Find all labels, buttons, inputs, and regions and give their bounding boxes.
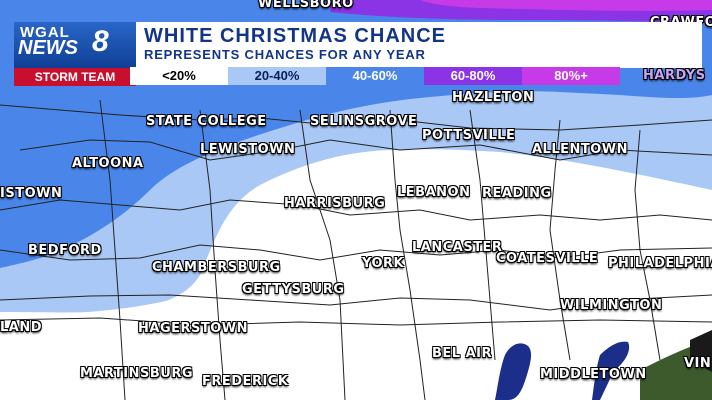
city-label-state-college: STATE COLLEGE xyxy=(146,114,267,129)
city-label-allentown: ALLENTOWN xyxy=(532,142,629,157)
legend-swatch-0: <20% xyxy=(130,67,228,85)
page-subtitle: REPRESENTS CHANCES FOR ANY YEAR xyxy=(144,47,426,62)
title-banner: WGAL NEWS 8 STORM TEAM WHITE CHRISTMAS C… xyxy=(0,22,712,88)
city-label-york: YORK xyxy=(362,256,405,271)
city-label-philadelphia: PHILADELPHIA xyxy=(608,256,712,271)
city-label-hardys: HARDYS xyxy=(643,68,706,83)
legend: <20% 20-40% 40-60% 60-80% 80%+ xyxy=(130,67,620,85)
zone-80-plus xyxy=(420,0,712,11)
city-label-middletown: MIDDLETOWN xyxy=(540,367,647,382)
chesapeake-bay xyxy=(495,343,532,400)
title-bar: WHITE CHRISTMAS CHANCE REPRESENTS CHANCE… xyxy=(136,22,702,68)
city-label-bel-air: BEL AIR xyxy=(432,346,493,361)
zone-40-60-west xyxy=(0,95,91,223)
city-label-lancaster: LANCASTER xyxy=(412,240,503,255)
legend-swatch-1: 20-40% xyxy=(228,67,326,85)
city-label-hazleton: HAZLETON xyxy=(452,90,535,105)
storm-team-label: STORM TEAM xyxy=(14,68,136,86)
zone-under-20-southeast xyxy=(0,150,712,400)
delaware-river xyxy=(592,341,630,400)
county-lines xyxy=(0,99,712,400)
city-label-selinsgrove: SELINSGROVE xyxy=(310,114,418,129)
logo-eight-text: 8 xyxy=(92,25,109,58)
city-label-wilmington: WILMINGTON xyxy=(560,298,663,313)
station-logo: WGAL NEWS 8 xyxy=(14,22,136,68)
city-label-harrisburg: HARRISBURG xyxy=(284,196,386,211)
page-title: WHITE CHRISTMAS CHANCE xyxy=(144,25,446,47)
city-label-lebanon: LEBANON xyxy=(397,185,471,200)
city-label-lewistown: LEWISTOWN xyxy=(200,142,296,157)
city-label-vineland: VIN xyxy=(684,356,712,371)
city-label-altoona: ALTOONA xyxy=(72,156,144,171)
city-label-cumberland: LAND xyxy=(0,320,43,335)
zone-20-40-pocket xyxy=(520,110,712,170)
legend-swatch-3: 60-80% xyxy=(424,67,522,85)
city-label-frederick: FREDERICK xyxy=(202,374,289,389)
terrain-dark xyxy=(690,330,712,372)
city-label-pottsville: POTTSVILLE xyxy=(422,128,516,143)
city-label-johnstown: ISTOWN xyxy=(0,186,63,201)
legend-swatch-2: 40-60% xyxy=(326,67,424,85)
city-label-bedford: BEDFORD xyxy=(28,243,102,258)
city-label-martinsburg: MARTINSBURG xyxy=(80,366,194,381)
logo-wgal-text: WGAL xyxy=(20,24,70,41)
city-label-reading: READING xyxy=(482,186,552,201)
city-label-coatesville: COATESVILLE xyxy=(496,251,599,266)
city-label-chambersburg: CHAMBERSBURG xyxy=(152,260,281,275)
city-label-hagerstown: HAGERSTOWN xyxy=(138,321,249,336)
logo-news-text: NEWS xyxy=(18,37,78,59)
city-label-gettysburg: GETTYSBURG xyxy=(242,282,345,297)
legend-swatch-4: 80%+ xyxy=(522,67,620,85)
city-label-wellsboro: WELLSBORO xyxy=(258,0,354,11)
